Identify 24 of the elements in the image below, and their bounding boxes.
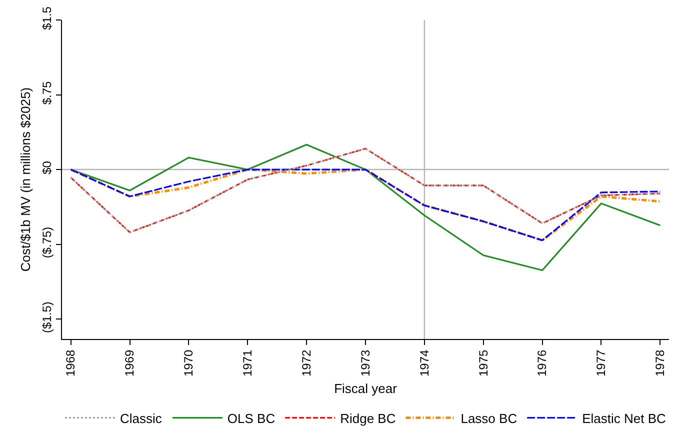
y-tick-label: ($1.5) bbox=[40, 302, 54, 333]
legend-label: Lasso BC bbox=[460, 410, 518, 426]
x-tick-label: 1976 bbox=[535, 349, 550, 377]
x-tick-label: 1970 bbox=[182, 349, 196, 377]
x-tick-label: 1971 bbox=[240, 349, 255, 377]
y-tick-label: ($.75) bbox=[40, 226, 54, 258]
x-tick-label: 1969 bbox=[122, 349, 137, 377]
y-tick-label: $0 bbox=[40, 160, 54, 174]
x-tick-label: 1973 bbox=[358, 349, 372, 377]
y-tick-label: $1.5 bbox=[40, 6, 54, 30]
x-tick-label: 1974 bbox=[417, 349, 432, 377]
y-tick-label: $.75 bbox=[40, 80, 54, 105]
x-tick-label: 1968 bbox=[64, 349, 78, 377]
x-tick-label: 1975 bbox=[476, 349, 490, 377]
legend-label: OLS BC bbox=[227, 410, 276, 426]
x-tick-label: 1978 bbox=[653, 349, 668, 377]
legend-label: Classic bbox=[120, 410, 162, 426]
y-axis-title: Cost/$1b MV (in millions $2025) bbox=[18, 87, 34, 272]
legend-label: Ridge BC bbox=[340, 410, 396, 426]
x-axis-title: Fiscal year bbox=[334, 381, 398, 396]
legend-label: Elastic Net BC bbox=[582, 410, 666, 426]
line-series bbox=[70, 148, 661, 234]
x-tick-label: 1977 bbox=[594, 349, 608, 377]
x-tick-label: 1972 bbox=[299, 349, 314, 377]
